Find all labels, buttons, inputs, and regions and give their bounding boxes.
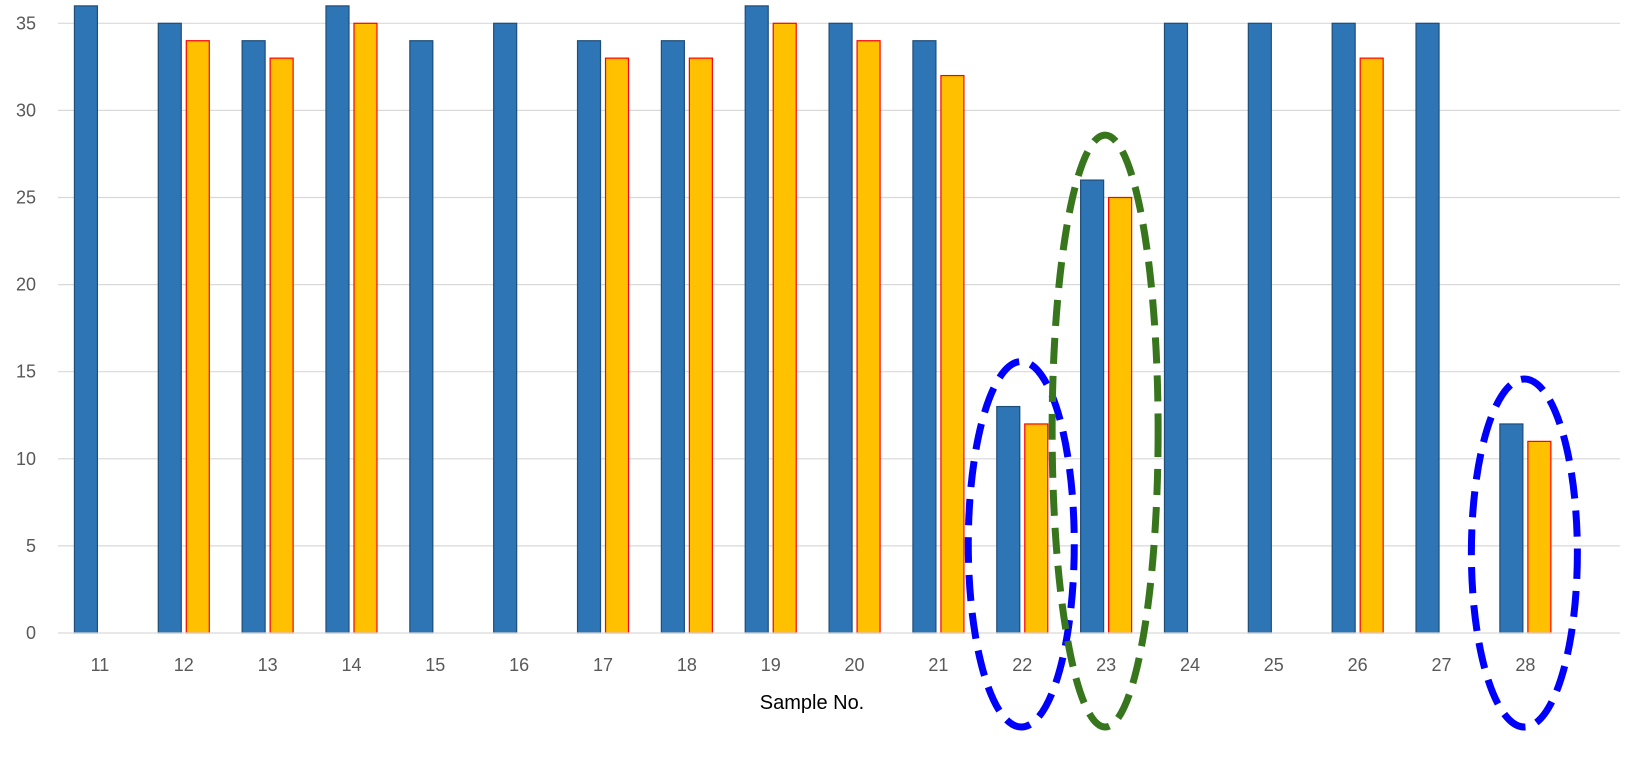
y-axis-ticks: 0 5 10 15 20 25 30 35: [16, 13, 36, 643]
x-tick-label: 27: [1432, 655, 1452, 675]
x-tick-label: 20: [845, 655, 865, 675]
y-tick-label: 25: [16, 188, 36, 208]
bar-series2-13: [269, 57, 294, 634]
bar-series1-13: [241, 40, 266, 634]
y-tick-label: 35: [16, 13, 36, 33]
bar-series2-22: [1024, 423, 1049, 634]
bar-series2-20: [856, 40, 881, 634]
bar-series1-23: [1080, 179, 1105, 634]
highlight-ellipses: [964, 131, 1581, 731]
x-tick-label: 19: [761, 655, 781, 675]
bars: [73, 5, 1552, 634]
bar-series1-19: [744, 5, 769, 634]
bar-series1-15: [409, 40, 434, 634]
x-tick-label: 12: [174, 655, 194, 675]
bar-series1-11: [73, 5, 99, 634]
y-tick-label: 30: [16, 100, 36, 120]
bar-series2-14: [353, 22, 378, 634]
y-tick-label: 10: [16, 449, 36, 469]
bar-series1-26: [1331, 22, 1356, 634]
bar-series2-18: [688, 57, 713, 634]
bar-series1-22: [996, 405, 1021, 634]
x-tick-label: 11: [91, 655, 110, 675]
y-tick-label: 0: [26, 623, 36, 643]
bar-series1-25: [1247, 22, 1272, 634]
bar-series1-16: [493, 22, 518, 634]
bar-series2-17: [604, 57, 630, 634]
bar-series1-18: [660, 40, 685, 634]
bar-series1-21: [912, 40, 937, 634]
bar-series1-28: [1499, 423, 1524, 634]
x-tick-label: 25: [1264, 655, 1284, 675]
x-tick-label: 13: [258, 655, 278, 675]
y-tick-label: 15: [16, 362, 36, 382]
x-tick-label: 24: [1180, 655, 1200, 675]
bar-series1-27: [1415, 22, 1440, 634]
bar-series2-23: [1108, 196, 1133, 634]
bar-series2-26: [1359, 57, 1384, 634]
x-tick-label: 21: [928, 655, 948, 675]
bar-series1-20: [828, 22, 853, 634]
x-tick-label: 28: [1515, 655, 1535, 675]
highlight-ellipse-22: [964, 358, 1078, 731]
highlight-ellipse-28: [1467, 375, 1581, 731]
bar-series2-28: [1527, 440, 1552, 634]
bar-series2-19: [772, 22, 797, 634]
bar-series1-24: [1163, 22, 1189, 634]
x-tick-label: 15: [425, 655, 445, 675]
x-axis-ticks: 11 12 13 14 15 16 17 18 19 20 21 22 23 24 25 26 27 28: [91, 655, 1536, 675]
bar-series1-17: [576, 40, 602, 634]
highlight-ellipse-23: [1048, 131, 1162, 731]
x-tick-label: 18: [677, 655, 697, 675]
x-tick-label: 14: [341, 655, 361, 675]
y-tick-label: 20: [16, 275, 36, 295]
bar-series1-14: [325, 5, 350, 634]
x-tick-label: 26: [1348, 655, 1368, 675]
bar-series2-21: [940, 74, 965, 634]
y-tick-label: 5: [26, 536, 36, 556]
x-tick-label: 23: [1096, 655, 1116, 675]
x-tick-label: 22: [1012, 655, 1032, 675]
bar-series1-12: [157, 22, 182, 634]
x-tick-label: 16: [509, 655, 529, 675]
bar-series2-12: [185, 40, 210, 634]
x-tick-label: 17: [593, 655, 613, 675]
x-axis-label: Sample No.: [760, 692, 865, 714]
